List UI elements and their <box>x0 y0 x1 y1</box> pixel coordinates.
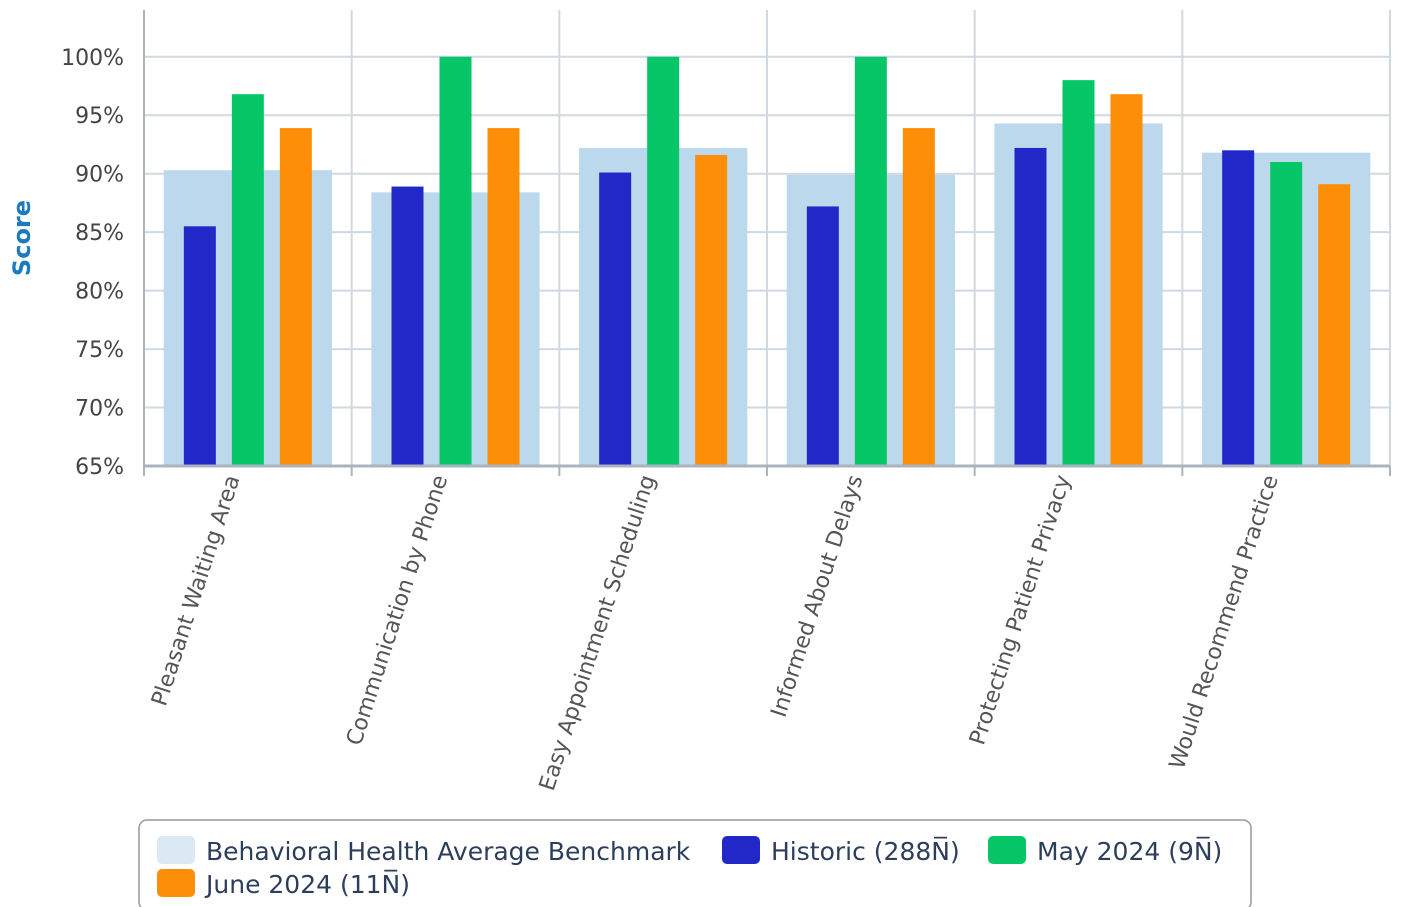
y-tick-label: 65% <box>75 455 124 480</box>
y-tick-label: 85% <box>75 221 124 246</box>
bar <box>599 172 632 466</box>
bar <box>1062 80 1095 467</box>
x-category-label: Would Recommend Practice <box>1165 472 1284 772</box>
bar <box>806 206 839 466</box>
bar <box>902 128 935 467</box>
bar <box>439 56 472 467</box>
bar <box>1110 94 1143 466</box>
x-category-labels: Pleasant Waiting Area Communication by Ph… <box>147 472 1284 794</box>
y-tick-label: 70% <box>75 397 124 422</box>
bar <box>1270 162 1303 466</box>
bar <box>854 56 887 467</box>
x-category-label: Communication by Phone <box>342 472 453 748</box>
y-tick-label: 75% <box>75 338 124 363</box>
bar <box>231 94 264 466</box>
y-tick-label: 80% <box>75 280 124 305</box>
legend-label: Historic (288N̅) <box>771 836 960 866</box>
legend-label: May 2024 (9N̅) <box>1037 836 1222 866</box>
bar <box>1014 147 1047 466</box>
bar <box>647 56 680 467</box>
legend-swatch <box>157 836 195 864</box>
y-axis-title: Score <box>8 200 36 276</box>
legend-label: Behavioral Health Average Benchmark <box>206 837 691 866</box>
legend: Behavioral Health Average Benchmark Histo… <box>138 819 1252 907</box>
legend-swatch <box>722 836 760 864</box>
x-category-label: Informed About Delays <box>767 472 869 720</box>
x-category-label: Pleasant Waiting Area <box>147 472 245 709</box>
legend-box <box>138 819 1252 907</box>
bar <box>391 186 424 467</box>
legend-label: June 2024 (11N̅) <box>204 869 410 899</box>
x-category-label: Easy Appointment Scheduling <box>535 472 661 794</box>
grid-lines <box>143 10 1391 466</box>
series-bars <box>183 56 1351 467</box>
axes <box>143 10 1391 476</box>
bar <box>279 128 312 467</box>
bar <box>695 154 728 466</box>
bar <box>487 128 520 467</box>
bar <box>1222 150 1255 467</box>
bar <box>1318 184 1351 466</box>
y-tick-labels: 65% 70% 75% 80% 85% 90% 95% 100% <box>61 46 124 480</box>
y-tick-label: 100% <box>61 46 124 71</box>
y-tick-label: 90% <box>75 163 124 188</box>
y-tick-label: 95% <box>75 104 124 129</box>
x-category-label: Protecting Patient Privacy <box>965 472 1076 748</box>
bar <box>183 226 216 466</box>
legend-swatch <box>988 836 1026 864</box>
legend-swatch <box>157 869 195 897</box>
